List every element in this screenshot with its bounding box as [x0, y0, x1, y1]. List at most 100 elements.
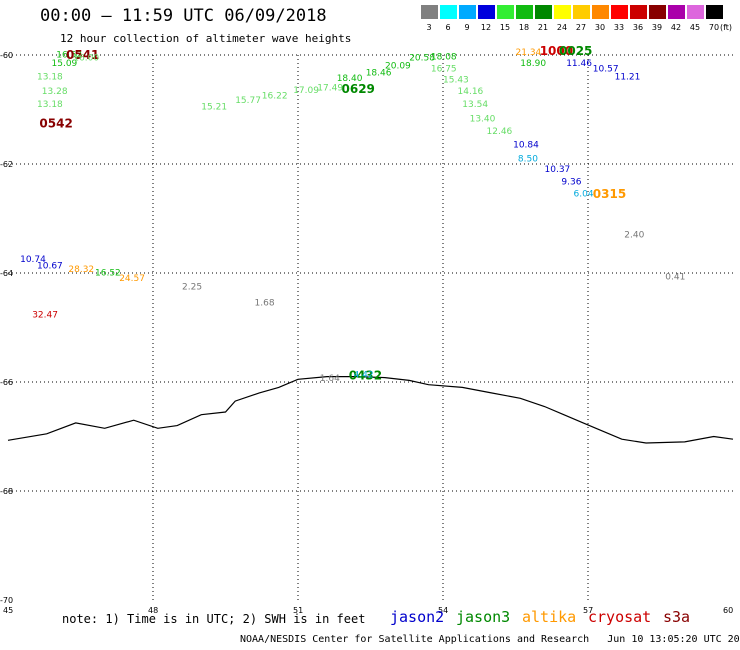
legend-swatch [516, 5, 533, 19]
wave-height-label: 16.52 [95, 269, 121, 279]
wave-height-label: 18.40 [337, 74, 363, 84]
wave-height-label: 16.52 [56, 51, 82, 61]
wave-height-label: 15.43 [443, 75, 469, 85]
satellite-altika: altika [522, 608, 577, 626]
legend-swatch [706, 5, 723, 19]
wave-height-label: 13.18 [37, 73, 63, 83]
lon-tick-label: 57 [583, 606, 593, 615]
legend-label: 24 [556, 23, 568, 32]
lat-tick-label: -68 [0, 487, 13, 496]
wave-height-label: 18.46 [366, 69, 392, 79]
wave-height-label: 8.50 [518, 154, 538, 164]
wave-height-label: 32.47 [32, 311, 58, 321]
wave-height-label: 16.75 [431, 64, 457, 74]
wave-height-label: 1.64 [320, 374, 340, 384]
legend-label: 39 [651, 23, 663, 32]
units-note: note: 1) Time is in UTC; 2) SWH is in fe… [62, 612, 366, 626]
legend-swatch [459, 5, 476, 19]
lat-tick-label: -62 [0, 160, 13, 169]
wave-height-label: 11.46 [566, 59, 592, 69]
wave-height-label: 13.40 [470, 115, 496, 125]
coastline [7, 376, 734, 444]
lon-tick-label: 54 [438, 606, 448, 615]
legend-swatch [687, 5, 704, 19]
lat-tick-label: -64 [0, 269, 13, 278]
pass-time-label: 0629 [342, 82, 375, 96]
wave-height-label: 16.22 [262, 92, 288, 102]
pass-time-label: 0025 [559, 44, 592, 58]
legend-swatch [649, 5, 666, 19]
legend-label: 15 [499, 23, 511, 32]
wave-height-label: 16.00 [73, 54, 99, 64]
wave-height-label: 15.21 [201, 103, 227, 113]
wave-height-label: 15.77 [235, 96, 261, 106]
wave-height-label: 1.68 [255, 299, 275, 309]
wave-height-label: 10.84 [513, 141, 539, 151]
legend-label: 33 [613, 23, 625, 32]
wave-height-label: 6.04 [574, 190, 594, 200]
wave-height-label: 2.25 [182, 282, 202, 292]
wave-height-label: 17.49 [317, 83, 343, 93]
satellite-cryosat: cryosat [588, 608, 652, 626]
lon-tick-label: 60 [723, 606, 733, 615]
lat-tick-label: -66 [0, 378, 13, 387]
legend-label: 36 [632, 23, 644, 32]
wave-height-label: 20.58 [409, 54, 435, 64]
wave-height-label: 10.57 [593, 64, 619, 74]
pass-time-label: 1000 [540, 44, 573, 58]
pass-time-label: 0542 [39, 117, 72, 131]
legend-unit: (ft) [719, 23, 733, 32]
wave-height-label: 9.36 [561, 178, 581, 188]
wave-height-label: 24.57 [119, 274, 145, 284]
satellite-s3a: s3a [663, 608, 691, 626]
wave-height-label: 13.18 [37, 100, 63, 110]
legend-label: 30 [594, 23, 606, 32]
lon-tick-label: 45 [3, 606, 13, 615]
wave-height-label: 18.08 [431, 52, 457, 62]
map-title: 00:00 – 11:59 UTC 06/09/2018 [40, 6, 327, 26]
credit-footer: NOAA/NESDIS Center for Satellite Applica… [240, 634, 740, 645]
legend-swatch [478, 5, 495, 19]
lon-tick-label: 48 [148, 606, 158, 615]
legend-swatch [497, 5, 514, 19]
wave-height-label: 0.41 [665, 273, 685, 283]
legend-swatch [421, 5, 438, 19]
legend-swatch [554, 5, 571, 19]
wave-height-label: 21.34 [516, 48, 542, 58]
satellite-jason2: jason2 [390, 608, 445, 626]
lon-tick-label: 51 [293, 606, 303, 615]
legend-label: 27 [575, 23, 587, 32]
satellite-jason3: jason3 [456, 608, 511, 626]
wave-height-label: 20.09 [385, 62, 411, 72]
wave-height-label: 17.09 [293, 86, 319, 96]
legend-label: 70 [708, 23, 720, 32]
wave-height-label: 10.74 [20, 255, 46, 265]
pass-time-label: 0432 [349, 368, 382, 382]
legend-label: 21 [537, 23, 549, 32]
wave-height-label: 13.54 [462, 100, 488, 110]
legend-label: 3 [426, 23, 432, 32]
legend-swatch [668, 5, 685, 19]
wave-height-label: 28.32 [68, 265, 94, 275]
wave-height-label: 14.16 [458, 87, 484, 97]
wave-height-label: 15.09 [52, 59, 78, 69]
legend-swatch [592, 5, 609, 19]
wave-height-label: 18.90 [520, 59, 546, 69]
legend-label: 45 [689, 23, 701, 32]
wave-height-label: 12.46 [487, 127, 513, 137]
wave-height-label: 10.37 [545, 165, 571, 175]
wave-height-label: 2.40 [624, 231, 644, 241]
legend-swatch [611, 5, 628, 19]
map-subtitle: 12 hour collection of altimeter wave hei… [60, 32, 352, 45]
legend-label: 6 [445, 23, 451, 32]
legend-swatch [440, 5, 457, 19]
wave-height-label: 10.67 [37, 262, 63, 272]
legend-label: 12 [480, 23, 492, 32]
legend-label: 9 [464, 23, 470, 32]
lat-tick-label: -60 [0, 51, 13, 60]
legend-label: 42 [670, 23, 682, 32]
legend-swatch [573, 5, 590, 19]
pass-time-label: 0315 [593, 187, 626, 201]
wave-height-label: 13.28 [42, 87, 68, 97]
pass-time-label: 0541 [66, 48, 99, 62]
